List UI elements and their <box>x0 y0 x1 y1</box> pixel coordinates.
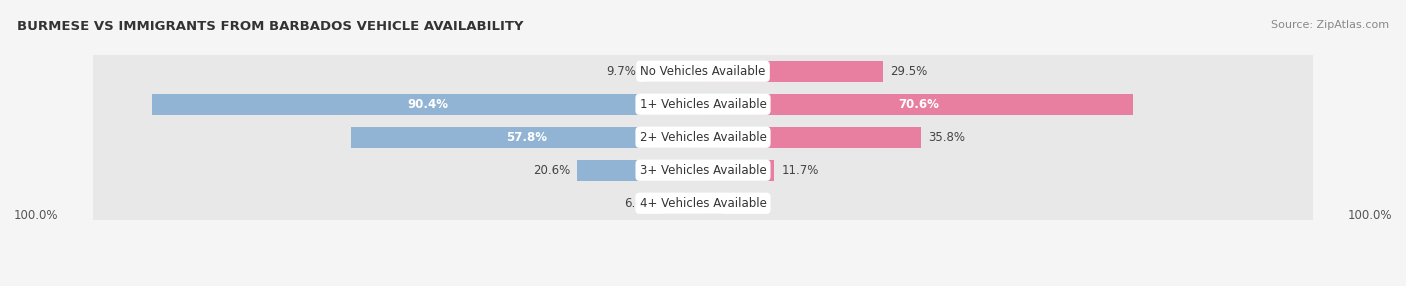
Text: 2+ Vehicles Available: 2+ Vehicles Available <box>640 131 766 144</box>
Bar <box>703 160 775 180</box>
Bar <box>644 61 703 82</box>
Text: 29.5%: 29.5% <box>890 65 928 78</box>
Text: 35.8%: 35.8% <box>928 131 966 144</box>
Text: 20.6%: 20.6% <box>533 164 569 177</box>
Bar <box>703 127 921 148</box>
Text: Source: ZipAtlas.com: Source: ZipAtlas.com <box>1271 20 1389 30</box>
Text: No Vehicles Available: No Vehicles Available <box>640 65 766 78</box>
Text: 11.7%: 11.7% <box>782 164 820 177</box>
Text: 3.6%: 3.6% <box>733 197 762 210</box>
Bar <box>703 94 1133 114</box>
Bar <box>93 187 1313 220</box>
Text: 9.7%: 9.7% <box>606 65 637 78</box>
Text: 57.8%: 57.8% <box>506 131 547 144</box>
Bar <box>93 88 1313 121</box>
Bar <box>93 55 1313 88</box>
Bar <box>93 121 1313 154</box>
Bar <box>350 127 703 148</box>
Text: 90.4%: 90.4% <box>406 98 449 111</box>
Text: 100.0%: 100.0% <box>1347 209 1392 223</box>
Legend: Burmese, Immigrants from Barbados: Burmese, Immigrants from Barbados <box>553 283 853 286</box>
Bar <box>703 193 725 214</box>
Text: 100.0%: 100.0% <box>14 209 59 223</box>
Bar <box>662 193 703 214</box>
Bar <box>578 160 703 180</box>
Text: 3+ Vehicles Available: 3+ Vehicles Available <box>640 164 766 177</box>
Text: 1+ Vehicles Available: 1+ Vehicles Available <box>640 98 766 111</box>
Text: 70.6%: 70.6% <box>898 98 939 111</box>
Bar <box>152 94 703 114</box>
Bar <box>93 154 1313 187</box>
Bar <box>703 61 883 82</box>
Text: 4+ Vehicles Available: 4+ Vehicles Available <box>640 197 766 210</box>
Text: BURMESE VS IMMIGRANTS FROM BARBADOS VEHICLE AVAILABILITY: BURMESE VS IMMIGRANTS FROM BARBADOS VEHI… <box>17 20 523 33</box>
Text: 6.8%: 6.8% <box>624 197 654 210</box>
